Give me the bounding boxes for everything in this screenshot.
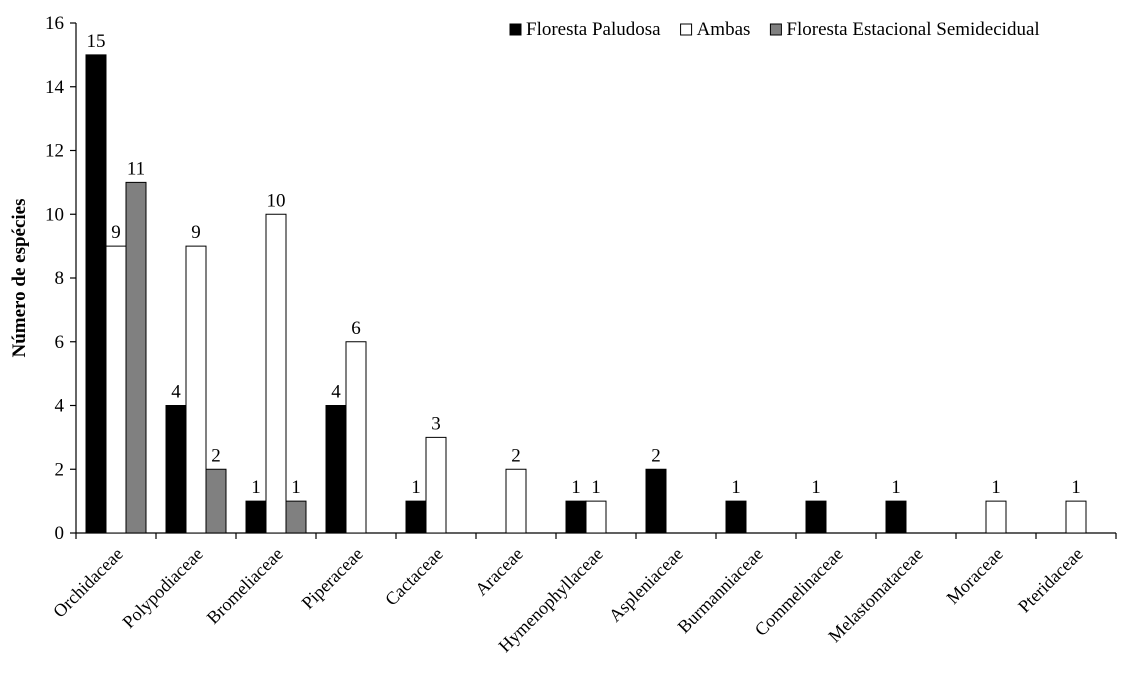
data-label: 15 xyxy=(87,31,106,52)
data-label: 2 xyxy=(211,445,221,466)
data-label: 1 xyxy=(571,477,581,498)
data-label: 1 xyxy=(1071,477,1081,498)
legend-entry: Floresta Paludosa xyxy=(526,19,661,40)
legend-entry: Floresta Estacional Semidecidual xyxy=(786,19,1039,40)
legend-swatch xyxy=(509,23,522,36)
bar-bromeliaceae-series-0 xyxy=(245,500,267,534)
bar-araceae-series-1 xyxy=(505,468,527,534)
data-label: 4 xyxy=(331,382,341,403)
bar-polypodiaceae-series-0 xyxy=(165,405,187,534)
bar-polypodiaceae-series-2 xyxy=(205,468,227,534)
data-label: 10 xyxy=(267,190,286,211)
y-tick-label: 2 xyxy=(55,459,65,480)
category-label: Piperaceae xyxy=(298,544,367,613)
category-label: Moraceae xyxy=(943,544,1007,608)
data-label: 1 xyxy=(591,477,601,498)
bar-cactaceae-series-0 xyxy=(405,500,427,534)
category-label: Polypodiaceae xyxy=(118,544,206,632)
bar-orchidaceae-series-0 xyxy=(85,54,107,534)
y-tick-label: 0 xyxy=(55,523,65,544)
bar-hymenophyllaceae-series-1 xyxy=(585,500,607,534)
data-label: 11 xyxy=(127,158,145,179)
y-tick-label: 4 xyxy=(55,396,65,417)
y-tick-label: 14 xyxy=(45,77,65,98)
bar-aspleniaceae-series-0 xyxy=(645,468,667,534)
y-tick-label: 12 xyxy=(45,141,64,162)
data-label: 1 xyxy=(731,477,741,498)
data-label: 9 xyxy=(111,222,121,243)
legend-entry: Ambas xyxy=(697,19,751,40)
data-label: 2 xyxy=(651,445,661,466)
bar-piperaceae-series-0 xyxy=(325,405,347,534)
data-label: 9 xyxy=(191,222,201,243)
data-label: 1 xyxy=(991,477,1001,498)
category-label: Bromeliaceae xyxy=(203,544,287,628)
category-label: Araceae xyxy=(471,544,527,600)
category-label: Cactaceae xyxy=(381,544,447,610)
data-label: 1 xyxy=(251,477,261,498)
bar-orchidaceae-series-1 xyxy=(105,245,127,534)
y-tick-label: 10 xyxy=(45,204,64,225)
category-label: Orchidaceae xyxy=(49,544,127,622)
category-label: Pteridaceae xyxy=(1014,544,1087,617)
data-label: 1 xyxy=(411,477,421,498)
data-label: 1 xyxy=(291,477,301,498)
y-axis-label: Número de espécies xyxy=(9,198,30,357)
legend-swatch xyxy=(680,23,693,36)
bar-bromeliaceae-series-2 xyxy=(285,500,307,534)
bar-pteridaceae-series-1 xyxy=(1065,500,1087,534)
legend-swatch xyxy=(769,23,782,36)
x-axis xyxy=(75,532,1117,539)
y-axis: 0 2 4 6 8 10 12 14 16 xyxy=(45,13,77,544)
bar-bromeliaceae-series-1 xyxy=(265,213,287,534)
y-tick-label: 16 xyxy=(45,13,64,34)
data-label: 4 xyxy=(171,382,181,403)
bars xyxy=(85,54,1087,534)
data-label: 1 xyxy=(891,477,901,498)
y-tick-label: 8 xyxy=(55,268,65,289)
y-tick-label: 6 xyxy=(55,332,65,353)
data-label: 3 xyxy=(431,413,441,434)
data-label: 6 xyxy=(351,318,361,339)
data-label: 2 xyxy=(511,445,521,466)
bar-melastomataceae-series-0 xyxy=(885,500,907,534)
bar-orchidaceae-series-2 xyxy=(125,181,147,534)
bar-polypodiaceae-series-1 xyxy=(185,245,207,534)
bar-cactaceae-series-1 xyxy=(425,436,447,534)
category-label: Aspleniaceae xyxy=(605,544,687,626)
bar-hymenophyllaceae-series-0 xyxy=(565,500,587,534)
bar-piperaceae-series-1 xyxy=(345,341,367,534)
legend: Floresta Paludosa Ambas Floresta Estaciona… xyxy=(509,19,1040,40)
bar-burmanniaceae-series-0 xyxy=(725,500,747,534)
bar-moraceae-series-1 xyxy=(985,500,1007,534)
bar-commelinaceae-series-0 xyxy=(805,500,827,534)
data-label: 1 xyxy=(811,477,821,498)
